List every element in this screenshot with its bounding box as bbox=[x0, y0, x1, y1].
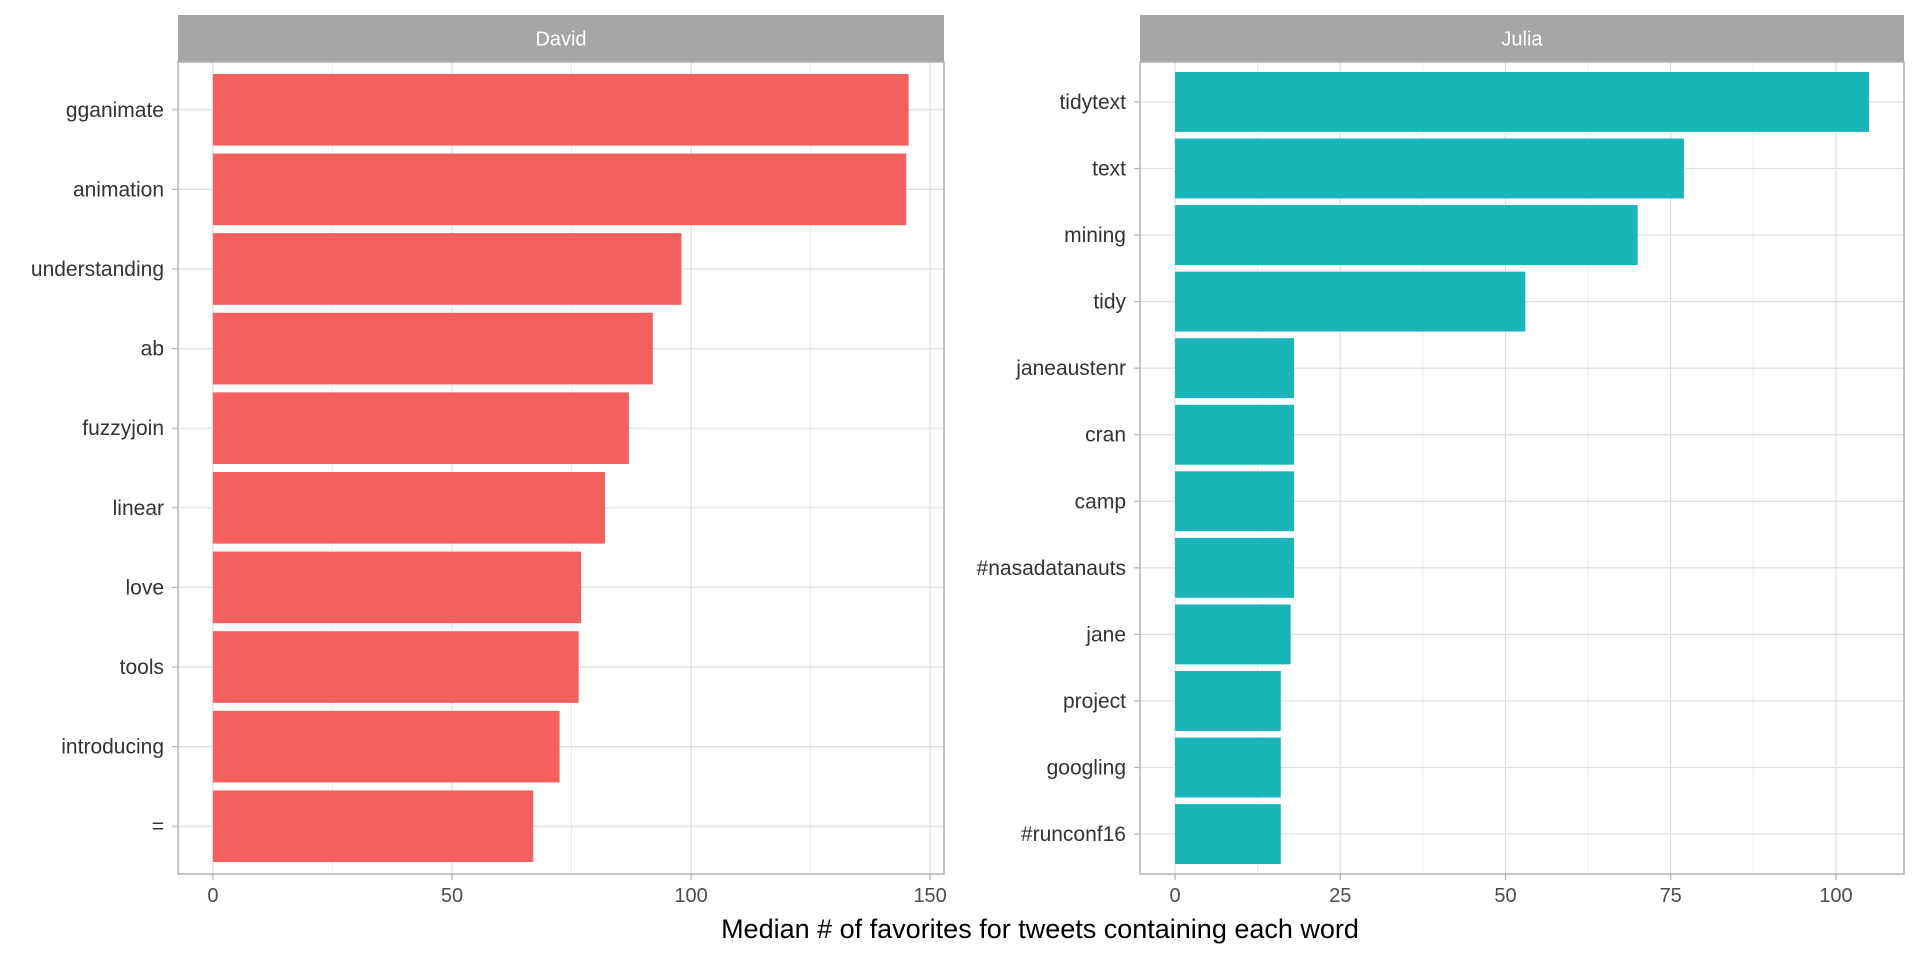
bar-animation bbox=[212, 153, 907, 226]
bar-understanding bbox=[212, 233, 682, 305]
bar-ab bbox=[212, 312, 653, 385]
bar-tools bbox=[212, 631, 579, 703]
bar-mining bbox=[1175, 205, 1638, 265]
category-label: cran bbox=[1085, 424, 1126, 447]
x-tick-label: 50 bbox=[1494, 885, 1516, 907]
bar-jane bbox=[1175, 604, 1291, 665]
category-label: janeaustenr bbox=[1015, 357, 1126, 380]
category-label: linear bbox=[113, 497, 164, 520]
category-label: #runconf16 bbox=[1021, 823, 1126, 846]
bar-googling bbox=[1175, 737, 1281, 798]
category-label: text bbox=[1092, 157, 1126, 180]
category-label: introducing bbox=[61, 736, 164, 759]
bar-janeaustenr bbox=[1175, 338, 1294, 399]
category-label: tools bbox=[120, 656, 164, 679]
category-label: = bbox=[152, 815, 164, 838]
bar-text bbox=[1175, 138, 1684, 199]
x-tick-label: 50 bbox=[441, 885, 463, 907]
bar-#runconf16 bbox=[1175, 804, 1281, 865]
x-tick-label: 0 bbox=[207, 885, 218, 907]
bar-tidytext bbox=[1175, 71, 1869, 132]
strip-david bbox=[178, 15, 944, 62]
bar-tidy bbox=[1175, 271, 1526, 332]
category-label: googling bbox=[1047, 757, 1126, 780]
strip-label: Julia bbox=[1501, 29, 1543, 51]
strip-label: David bbox=[535, 29, 586, 51]
bar-fuzzyjoin bbox=[212, 392, 629, 465]
category-label: project bbox=[1063, 690, 1126, 713]
category-label: camp bbox=[1075, 490, 1126, 513]
category-label: ab bbox=[141, 338, 164, 361]
bar-linear bbox=[212, 471, 605, 544]
bar-= bbox=[212, 790, 534, 863]
x-tick-label: 75 bbox=[1660, 885, 1682, 907]
strip-julia bbox=[1140, 15, 1904, 62]
category-label: fuzzyjoin bbox=[82, 417, 164, 440]
category-label: tidytext bbox=[1059, 91, 1126, 114]
bar-love bbox=[212, 551, 582, 624]
x-tick-label: 25 bbox=[1329, 885, 1351, 907]
bar-cran bbox=[1175, 404, 1294, 465]
x-tick-label: 150 bbox=[913, 885, 946, 907]
facets: David gganimate animation understanding ab fu… bbox=[31, 15, 1905, 907]
x-tick-label: 100 bbox=[1819, 885, 1852, 907]
x-axis-title: Median # of favorites for tweets contain… bbox=[721, 914, 1359, 944]
bar-camp bbox=[1175, 471, 1294, 532]
category-label: animation bbox=[73, 178, 164, 201]
facet-david: David gganimate animation understanding ab fu… bbox=[31, 15, 947, 907]
bar-project bbox=[1175, 671, 1281, 731]
category-label: gganimate bbox=[66, 99, 164, 122]
x-tick-label: 0 bbox=[1169, 885, 1180, 907]
category-label: mining bbox=[1064, 224, 1126, 247]
category-label: understanding bbox=[31, 258, 164, 281]
bar-introducing bbox=[212, 710, 560, 783]
x-tick-label: 100 bbox=[674, 885, 707, 907]
category-label: #nasadatanauts bbox=[977, 557, 1126, 580]
bar-gganimate bbox=[212, 73, 909, 146]
category-label: love bbox=[125, 576, 164, 599]
bar-#nasadatanauts bbox=[1175, 537, 1294, 598]
category-label: jane bbox=[1085, 623, 1126, 646]
panel-border bbox=[1139, 61, 1905, 875]
category-label: tidy bbox=[1093, 291, 1126, 314]
panel-border bbox=[177, 61, 945, 875]
facet-julia: Julia tidytext text mining tidy janeaustenr cr… bbox=[977, 15, 1905, 907]
